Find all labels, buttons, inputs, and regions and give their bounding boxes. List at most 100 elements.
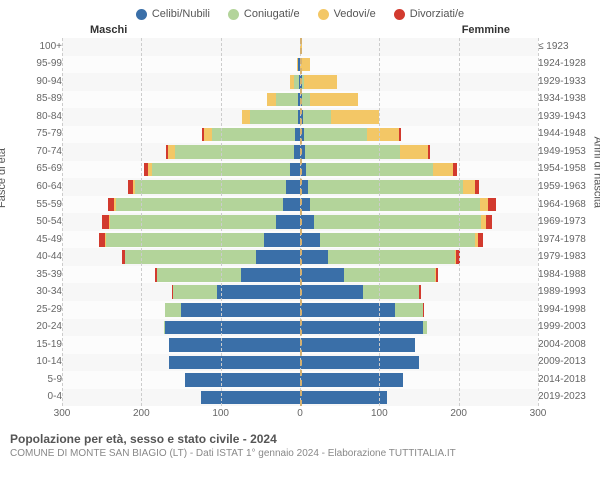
chart-area: Fasce di età Anni di nascita 100+95-9990… — [0, 38, 600, 426]
segment — [181, 303, 300, 317]
segment — [201, 391, 300, 405]
male-bar — [62, 389, 300, 407]
gridline — [141, 38, 142, 406]
female-bar — [300, 231, 538, 249]
year-label: 1944-1948 — [538, 126, 596, 144]
segment — [242, 110, 250, 124]
female-bar — [300, 213, 538, 231]
segment — [300, 285, 363, 299]
legend-label: Celibi/Nubili — [152, 8, 210, 20]
female-bar — [300, 73, 538, 91]
male-bar — [62, 161, 300, 179]
legend-label: Vedovi/e — [334, 8, 376, 20]
age-label: 75-79 — [4, 126, 62, 144]
legend: Celibi/Nubili Coniugati/e Vedovi/e Divorzia… — [0, 0, 600, 24]
year-label: 1939-1943 — [538, 108, 596, 126]
gender-headers: Maschi Femmine — [0, 24, 600, 38]
segment — [308, 180, 463, 194]
legend-item: Divorziati/e — [394, 8, 464, 20]
year-label: 1969-1973 — [538, 213, 596, 231]
segment — [328, 250, 455, 264]
segment — [175, 145, 294, 159]
age-label: 85-89 — [4, 91, 62, 109]
year-label: 1984-1988 — [538, 266, 596, 284]
female-bar — [300, 336, 538, 354]
segment — [300, 373, 403, 387]
segment — [428, 145, 430, 159]
segment — [480, 198, 488, 212]
segment — [300, 250, 328, 264]
segment — [185, 373, 300, 387]
segment — [304, 128, 367, 142]
female-bar — [300, 354, 538, 372]
segment — [433, 163, 453, 177]
male-bar — [62, 38, 300, 56]
age-label: 80-84 — [4, 108, 62, 126]
segment — [453, 163, 457, 177]
female-bar — [300, 161, 538, 179]
x-tick: 200 — [133, 408, 150, 419]
segment — [125, 250, 256, 264]
female-bar — [300, 143, 538, 161]
x-tick: 300 — [54, 408, 71, 419]
gridline — [459, 38, 460, 406]
male-bar — [62, 231, 300, 249]
legend-swatch — [228, 9, 239, 20]
x-tick: 300 — [530, 408, 547, 419]
segment — [300, 356, 419, 370]
age-label: 15-19 — [4, 336, 62, 354]
year-label: 1974-1978 — [538, 231, 596, 249]
year-label: 1964-1968 — [538, 196, 596, 214]
age-label: 95-99 — [4, 56, 62, 74]
segment — [276, 93, 298, 107]
male-bar — [62, 196, 300, 214]
age-label: 5-9 — [4, 371, 62, 389]
year-label: 1924-1928 — [538, 56, 596, 74]
x-tick: 200 — [450, 408, 467, 419]
segment — [423, 321, 427, 335]
segment — [250, 110, 298, 124]
age-label: 20-24 — [4, 319, 62, 337]
x-axis: 3002001000100200300 — [62, 408, 538, 426]
male-bar — [62, 213, 300, 231]
legend-label: Coniugati/e — [244, 8, 300, 20]
year-label: 2019-2023 — [538, 389, 596, 407]
age-label: 25-29 — [4, 301, 62, 319]
segment — [488, 198, 496, 212]
female-bar — [300, 389, 538, 407]
chart-title: Popolazione per età, sesso e stato civil… — [10, 432, 590, 446]
year-axis: ≤ 19231924-19281929-19331934-19381939-19… — [538, 38, 596, 406]
segment — [290, 163, 300, 177]
male-bar — [62, 371, 300, 389]
year-label: 1999-2003 — [538, 319, 596, 337]
male-bar — [62, 319, 300, 337]
age-label: 40-44 — [4, 248, 62, 266]
female-bar — [300, 108, 538, 126]
segment — [256, 250, 300, 264]
segment — [106, 233, 265, 247]
segment — [283, 198, 300, 212]
male-bar — [62, 301, 300, 319]
age-label: 55-59 — [4, 196, 62, 214]
segment — [165, 321, 300, 335]
female-bar — [300, 283, 538, 301]
age-label: 90-94 — [4, 73, 62, 91]
legend-swatch — [394, 9, 405, 20]
year-label: 1959-1963 — [538, 178, 596, 196]
segment — [267, 93, 277, 107]
segment — [423, 303, 424, 317]
male-bar — [62, 91, 300, 109]
age-label: 50-54 — [4, 213, 62, 231]
segment — [303, 110, 331, 124]
center-line — [300, 38, 302, 406]
male-bar — [62, 56, 300, 74]
segment — [217, 285, 300, 299]
segment — [475, 180, 480, 194]
segment — [300, 233, 320, 247]
age-axis: 100+95-9990-9485-8980-8475-7970-7465-696… — [4, 38, 62, 406]
year-label: 2009-2013 — [538, 354, 596, 372]
segment — [300, 321, 423, 335]
segment — [310, 93, 358, 107]
segment — [204, 128, 212, 142]
segment — [399, 128, 401, 142]
